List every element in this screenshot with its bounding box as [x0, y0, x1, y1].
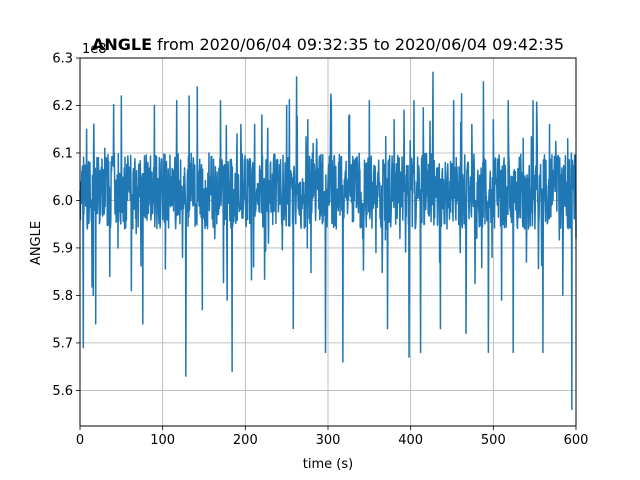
y-axis-label: ANGLE: [29, 221, 44, 265]
y-tick-label: 6.0: [52, 194, 73, 209]
y-tick-label: 5.8: [52, 289, 73, 304]
x-axis-label: time (s): [303, 457, 353, 472]
x-tick-label: 400: [398, 433, 423, 448]
x-axis: 0 100 200 300 400 500 600: [76, 426, 589, 448]
y-axis: 5.6 5.7 5.8 5.9 6.0 6.1 6.2 6.3: [52, 52, 80, 399]
x-tick-label: 100: [150, 433, 175, 448]
y-tick-label: 6.1: [52, 146, 73, 161]
x-tick-label: 0: [76, 433, 84, 448]
angle-series-line: [79, 71, 577, 411]
x-tick-label: 500: [481, 433, 506, 448]
y-tick-label: 6.2: [52, 99, 73, 114]
x-tick-label: 600: [564, 433, 589, 448]
chart-title: ANGLE from 2020/06/04 09:32:35 to 2020/0…: [92, 35, 564, 54]
y-offset-label: 1e8: [82, 42, 107, 57]
y-tick-label: 5.9: [52, 241, 73, 256]
title-rest: from 2020/06/04 09:32:35 to 2020/06/04 0…: [152, 35, 564, 54]
x-tick-label: 200: [233, 433, 258, 448]
y-tick-label: 6.3: [52, 52, 73, 67]
series-layer: [79, 71, 577, 411]
y-tick-label: 5.6: [52, 384, 73, 399]
title-bold: ANGLE: [92, 35, 152, 54]
x-tick-label: 300: [316, 433, 341, 448]
y-tick-label: 5.7: [52, 336, 73, 351]
